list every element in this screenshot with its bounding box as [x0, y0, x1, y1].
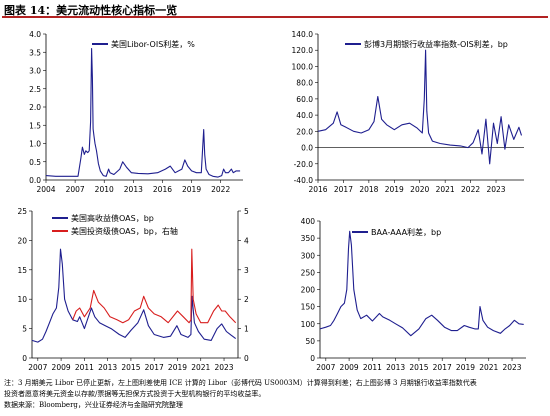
y-tick-label: 400: [301, 217, 316, 226]
y-tick-label: 40.0: [296, 111, 313, 120]
chart-panel-1: 0.0 0.5 1.0 1.5 2.0 2.5 3.0 3.5 4.0 2004 2007 2010 2…: [29, 30, 243, 194]
y-tick-label: 0: [22, 354, 27, 363]
y-tick-label: 50: [305, 337, 315, 346]
y-tick-label: 120.0: [292, 46, 314, 55]
y-tick-label: 100: [301, 320, 316, 329]
y-tick-label: 10: [17, 295, 27, 304]
x-tick-label: 2022: [461, 185, 480, 194]
series-line-1: [31, 248, 237, 343]
y-tick-label: 0.0: [301, 144, 313, 153]
chart-panel-2: -40.0 -20.0 0.0 20.0 40.0 60.0 80.0 100.0 120.0 1…: [292, 30, 524, 194]
x-tick-label: 2019: [168, 363, 187, 372]
y-right-tick-label: 2: [244, 295, 249, 304]
x-tick-label: 2022: [211, 185, 230, 194]
y-tick-label: 150: [301, 303, 316, 312]
x-tick-label: 2009: [52, 363, 71, 372]
y-tick-label: 0.5: [29, 158, 41, 167]
y-right-tick-label: 1: [244, 325, 249, 334]
series-line-2: [72, 248, 237, 324]
y-tick-label: 100.0: [292, 62, 314, 71]
y-tick-label: 350: [301, 234, 316, 243]
y-tick-label: 1.0: [29, 140, 41, 149]
series-line-1: [319, 230, 524, 337]
y-tick-label: 4.0: [29, 30, 41, 39]
y-tick-label: 20: [17, 236, 27, 245]
x-tick-label: 2019: [385, 185, 404, 194]
y-tick-label: 15: [17, 266, 27, 275]
x-tick-label: 2004: [36, 185, 55, 194]
x-tick-label: 2010: [95, 185, 114, 194]
y-right-tick-label: 4: [244, 236, 249, 245]
x-tick-label: 2020: [410, 185, 429, 194]
y-tick-label: 2.5: [29, 85, 41, 94]
y-tick-label: -40.0: [294, 176, 314, 185]
y-tick-label: -20.0: [294, 160, 314, 169]
y-tick-label: 60.0: [296, 95, 313, 104]
x-tick-label: 2021: [191, 363, 210, 372]
y-tick-label: 0.0: [29, 176, 41, 185]
legend-label: 彭博3月期银行收益率指数-OIS利差，bp: [364, 39, 508, 49]
y-tick-label: 200: [301, 286, 316, 295]
x-tick-label: 2016: [153, 185, 172, 194]
footnote-line: 注：3 月期美元 Libor 已停止更新，左上图利差使用 ICE 计算的 Lib…: [4, 379, 477, 387]
y-tick-label: 25: [17, 207, 27, 216]
y-right-tick-label: 0: [244, 354, 249, 363]
x-tick-label: 2007: [66, 185, 85, 194]
page-title: 图表 14：美元流动性核心指标一览: [4, 4, 178, 17]
x-tick-label: 2023: [486, 185, 505, 194]
x-tick-label: 2015: [409, 363, 428, 372]
x-tick-label: 2011: [363, 363, 382, 372]
x-tick-label: 2023: [502, 363, 521, 372]
y-right-tick-label: 5: [244, 207, 249, 216]
x-tick-label: 2017: [145, 363, 164, 372]
x-tick-label: 2021: [479, 363, 498, 372]
legend-label: 美国Libor-OIS利差，%: [111, 39, 195, 49]
x-tick-label: 2019: [182, 185, 201, 194]
y-tick-label: 1.5: [29, 121, 41, 130]
x-tick-label: 2023: [214, 363, 233, 372]
legend-label: 美国投资级债OAS，bp，右轴: [71, 226, 178, 236]
footnote-line: 数据来源：Bloomberg，兴业证券经济与金融研究院整理: [4, 401, 183, 409]
y-tick-label: 250: [301, 268, 316, 277]
footnote: 注：3 月期美元 Libor 已停止更新，左上图利差使用 ICE 计算的 Lib…: [4, 378, 548, 411]
chart-panel-3: 0 5 10 15 20 25 0 1 2 3 4 5 2007 2009 2011 2013 2015 2017…: [17, 207, 249, 372]
x-tick-label: 2016: [308, 185, 327, 194]
x-tick-label: 2015: [121, 363, 140, 372]
y-tick-label: 20.0: [296, 127, 313, 136]
x-tick-label: 2013: [98, 363, 117, 372]
y-right-tick-label: 3: [244, 266, 249, 275]
footnote-line: 投资者愿意将美元资金以存款/票据等无担保方式投资于大型机构银行的平均收益率。: [4, 390, 266, 398]
x-tick-label: 2007: [316, 363, 335, 372]
y-tick-label: 0: [310, 354, 315, 363]
chart-panel-4: 0 50 100 150 200 250 300 350 400 2007 2009 2011 2013…: [301, 217, 526, 372]
y-tick-label: 3.5: [29, 48, 41, 57]
x-tick-label: 2021: [436, 185, 455, 194]
x-tick-label: 2017: [334, 185, 353, 194]
x-tick-label: 2019: [456, 363, 475, 372]
series-line-1: [45, 48, 241, 178]
y-tick-label: 3.0: [29, 67, 41, 76]
legend-label: BAA-AAA利差，bp: [371, 227, 441, 237]
x-tick-label: 2018: [359, 185, 378, 194]
y-tick-label: 5: [22, 325, 27, 334]
x-tick-label: 2013: [386, 363, 405, 372]
y-tick-label: 300: [301, 251, 316, 260]
x-tick-label: 2013: [124, 185, 143, 194]
y-tick-label: 140.0: [292, 30, 314, 39]
y-tick-label: 80.0: [296, 79, 313, 88]
series-line-1: [317, 49, 523, 165]
x-tick-label: 2017: [433, 363, 452, 372]
x-tick-label: 2011: [75, 363, 94, 372]
y-tick-label: 2.0: [29, 103, 41, 112]
x-tick-label: 2009: [340, 363, 359, 372]
legend-label: 美国高收益债OAS，bp: [71, 213, 154, 223]
x-tick-label: 2007: [28, 363, 47, 372]
title-rule: [2, 16, 548, 18]
